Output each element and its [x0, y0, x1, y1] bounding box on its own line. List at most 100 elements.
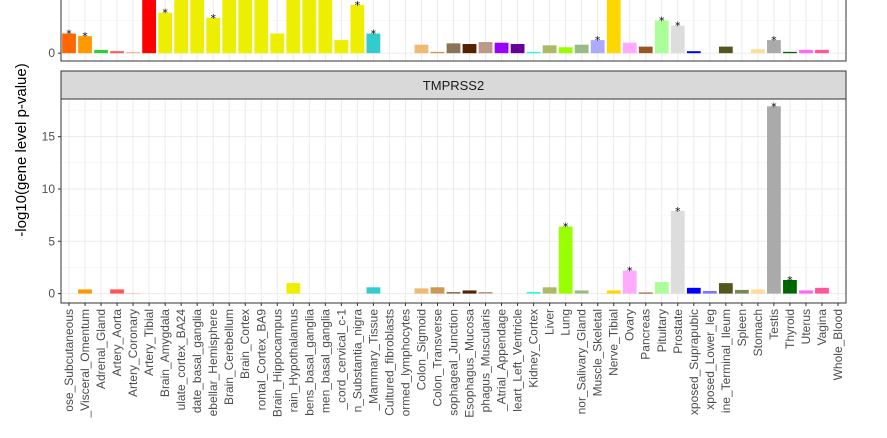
significance-star: *: [771, 100, 777, 113]
x-tick-label: Liver: [543, 309, 557, 335]
bar: [110, 51, 124, 54]
bar: [174, 0, 189, 54]
significance-star: *: [659, 15, 665, 28]
x-tick-label: ebellar_Hemisphere: [206, 309, 220, 417]
x-tick-label: xposed_Suprapubic: [687, 309, 701, 415]
x-tick-label: Testis: [767, 309, 781, 340]
bar: [638, 46, 653, 54]
bar: [654, 282, 669, 294]
bar: [718, 46, 733, 54]
bar: [526, 51, 541, 54]
bar: [542, 287, 557, 294]
x-tick-label: phagus_Muscularis: [479, 309, 493, 412]
y-tick-label: 0: [48, 287, 55, 301]
significance-star: *: [563, 221, 569, 234]
x-tick-label: Artery_Coronary: [126, 309, 140, 397]
y-tick-label: 15: [42, 130, 56, 144]
bar: [302, 0, 317, 54]
bar: [750, 49, 765, 54]
panel-plot-area: ***********: [61, 0, 846, 61]
x-tick-label: rontal_Cortex_BA9: [254, 309, 268, 411]
bar: [366, 33, 381, 54]
bar: [542, 45, 557, 54]
bar: [815, 287, 829, 294]
x-tick-label: Whole_Blood: [831, 309, 845, 380]
bar: [206, 17, 221, 54]
bar: [783, 279, 797, 294]
bar: [62, 33, 76, 54]
panel-1: TMPRSS2 * * * * * 0 5 10 15: [42, 70, 847, 304]
x-tick-label: Nerve_Tibial: [607, 309, 621, 376]
x-tick-label: men_basal_ganglia: [318, 309, 332, 413]
bar: [414, 288, 429, 294]
panel-plot-area: * * * * *: [61, 99, 846, 303]
x-tick-label: Brain_Amygdala: [158, 309, 172, 397]
y-tick-label: 0: [48, 46, 55, 60]
x-tick-label: _Mammary_Tissue: [366, 309, 380, 412]
bar: [590, 40, 605, 54]
bar: [78, 289, 92, 294]
x-tick-label: _cord_cervical_c-1: [334, 309, 348, 411]
x-tick-label: Brain_Hippocampus: [270, 309, 284, 417]
bar: [574, 290, 589, 294]
bar: [654, 20, 669, 54]
x-tick-label: ormed_lymphocytes: [398, 309, 412, 416]
bar: [670, 25, 685, 54]
significance-star: *: [355, 0, 361, 12]
x-tick-label: Colon_Transverse: [430, 309, 444, 407]
bar: [750, 289, 765, 294]
bar: [638, 292, 653, 294]
bar: [510, 44, 525, 54]
bar: [126, 293, 140, 294]
bar: [126, 52, 140, 54]
x-tick-label: n_Substantia_nigra: [350, 309, 364, 413]
x-tick-label: Adrenal_Gland: [94, 309, 108, 389]
bar: [734, 289, 749, 294]
significance-star: *: [771, 34, 777, 47]
significance-star: *: [627, 265, 633, 278]
x-tick-label: nor_Salivary_Gland: [575, 309, 589, 414]
x-tick-label: Ovary: [623, 309, 637, 341]
x-tick-label: Pituitary: [655, 309, 669, 352]
bar: [366, 287, 381, 294]
significance-star: *: [162, 7, 168, 20]
x-tick-label: Brain_Cortex: [238, 309, 252, 379]
x-axis: ose_Subcutaneous _Visceral_Omentum Adrenal…: [62, 303, 845, 419]
x-tick-label: Pancreas: [639, 309, 653, 360]
x-tick-label: _Atrial_Appendage: [495, 309, 509, 412]
bar: [799, 290, 813, 294]
bar: [414, 44, 429, 54]
bar: [622, 42, 637, 54]
x-tick-label: bens_basal_ganglia: [302, 309, 316, 416]
bar: [606, 0, 621, 54]
x-tick-label: ose_Subcutaneous: [62, 309, 76, 412]
y-tick-label: 5: [48, 234, 55, 248]
significance-star: *: [675, 20, 681, 33]
x-tick-label: date_basal_ganglia: [190, 309, 204, 413]
x-tick-label: ine_Terminal_Ileum: [719, 309, 733, 413]
bar: [526, 292, 541, 294]
bar: [286, 0, 301, 54]
bar: [574, 44, 589, 54]
facet-strip: [60, 70, 847, 100]
bar: [350, 4, 365, 54]
x-tick-label: Artery_Aorta: [110, 309, 124, 377]
bar: [558, 226, 573, 294]
bar: [686, 287, 701, 294]
significance-star: *: [595, 34, 601, 47]
facet-strip-label: TMPRSS2: [423, 78, 484, 93]
x-tick-label: Spleen: [735, 309, 749, 346]
x-tick-label: Esophagus_Mucosa: [463, 309, 477, 418]
significance-star: *: [787, 274, 793, 287]
bar: [334, 40, 349, 54]
bar: [222, 0, 237, 54]
x-tick-label: ulate_cortex_BA24: [174, 309, 188, 411]
bar: [238, 0, 253, 54]
significance-star: *: [675, 205, 681, 218]
bar: [318, 0, 333, 54]
x-tick-label: Prostate: [671, 309, 685, 354]
bar: [254, 0, 269, 54]
x-tick-label: Vagina: [815, 309, 829, 346]
x-tick-label: Cultured_fibroblasts: [382, 309, 396, 416]
